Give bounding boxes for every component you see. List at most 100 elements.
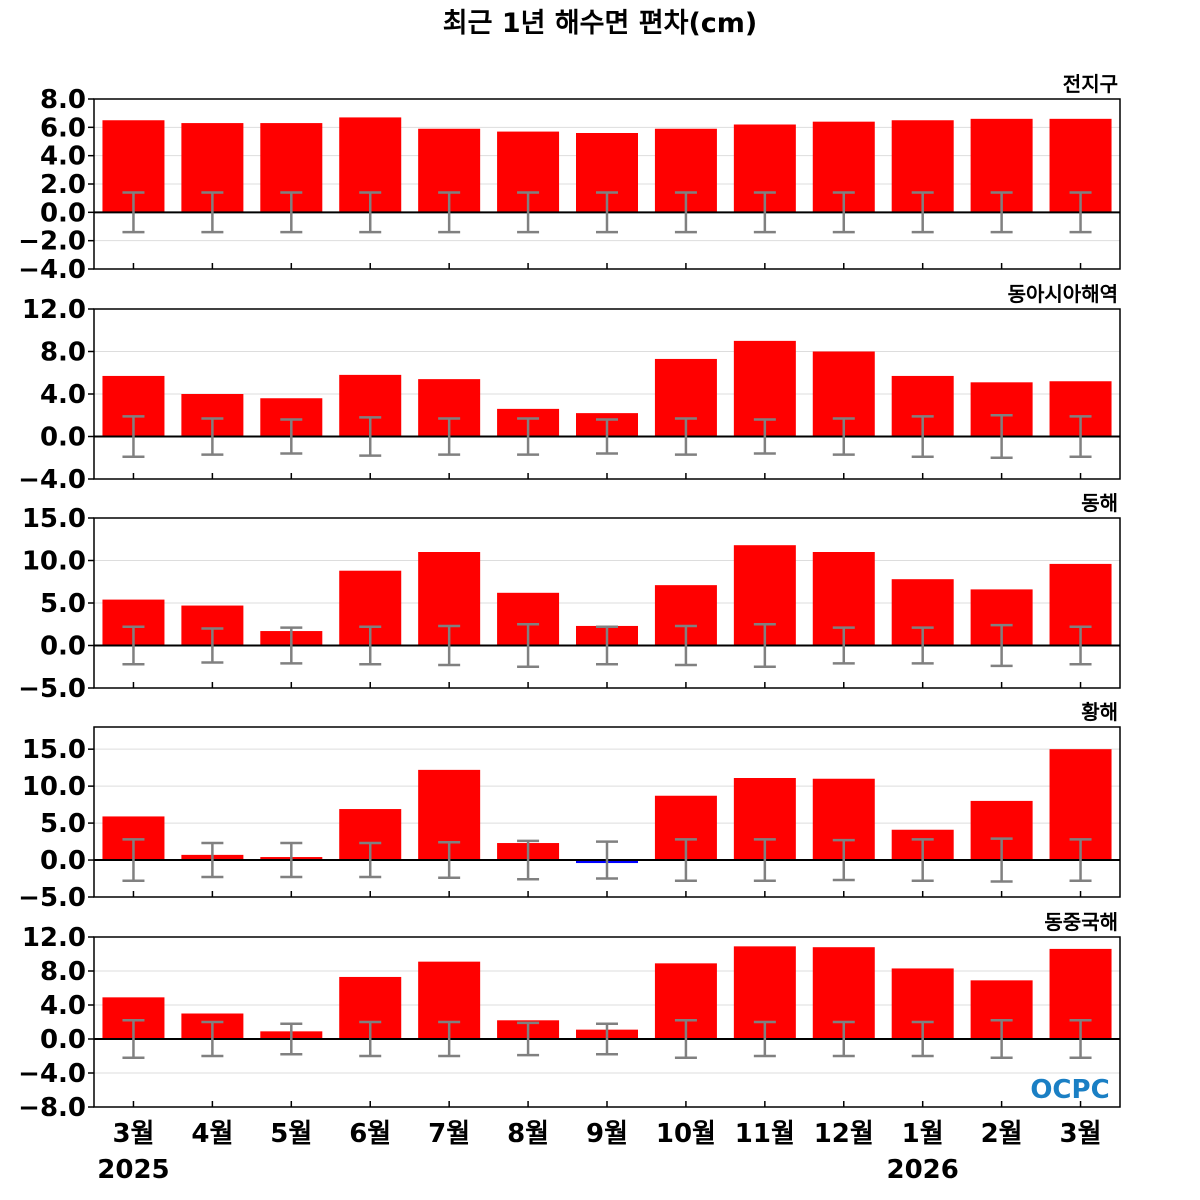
error-bar	[122, 191, 145, 234]
month-axis: 3월 4월 5월 6월 7월 8월 9월 10월 11월 12월 1월 2월 3월 2025 2026	[97, 1119, 1101, 1185]
ytick-label: 0.0	[40, 423, 86, 453]
ytick-label: 8.0	[40, 957, 86, 987]
ytick-label: 0.0	[40, 632, 86, 662]
error-bar	[359, 1020, 382, 1058]
panel-2: 12.0 8.0 4.0 0.0 −4.0 동아시아해역	[18, 282, 1121, 495]
ytick-label: 4.0	[40, 380, 86, 410]
error-bar	[359, 625, 382, 666]
region-label: 황해	[1081, 700, 1118, 724]
error-bar	[911, 191, 934, 234]
error-bar	[438, 624, 461, 667]
panel-1: 8.06.04.02.00.0−2.0−4.0 전지구	[18, 72, 1121, 285]
ocpc-logo: OCPC	[1030, 1075, 1109, 1105]
error-bar	[1069, 838, 1092, 882]
error-bar	[674, 1019, 697, 1059]
error-bar	[990, 414, 1013, 459]
error-bar	[122, 415, 145, 458]
error-bar	[201, 841, 224, 879]
panel-frame	[93, 936, 1121, 1108]
ytick-label: −4.0	[18, 465, 86, 495]
ytick-label: −5.0	[18, 674, 86, 704]
error-bar	[596, 418, 618, 455]
ytick-label: 10.0	[22, 772, 86, 802]
error-bar	[438, 1020, 461, 1058]
error-bar	[359, 416, 382, 457]
error-bar	[832, 191, 855, 234]
month-label: 6월	[349, 1119, 391, 1149]
error-bar	[438, 191, 461, 234]
month-label: 4월	[191, 1119, 233, 1149]
error-bar	[517, 623, 540, 668]
month-label: 8월	[507, 1119, 549, 1149]
ytick-label: 12.0	[22, 923, 86, 953]
error-bar	[753, 838, 776, 882]
ytick-label: 6.0	[40, 113, 86, 143]
error-bar	[201, 417, 224, 456]
error-bar	[753, 1020, 776, 1058]
error-bar	[674, 417, 697, 456]
error-bar	[911, 415, 934, 458]
ytick-label: 8.0	[40, 338, 86, 368]
error-bar	[674, 838, 697, 882]
ytick-label: 8.0	[40, 85, 86, 115]
ytick-label: 5.0	[40, 809, 86, 839]
error-bar	[359, 841, 382, 879]
error-bar	[201, 1020, 224, 1058]
error-bar	[517, 1021, 540, 1057]
error-bar	[596, 625, 618, 666]
ytick-label: 4.0	[40, 142, 86, 172]
month-label: 3월	[1060, 1119, 1102, 1149]
region-label: 전지구	[1063, 72, 1118, 96]
month-label: 7월	[428, 1119, 470, 1149]
error-bar	[832, 626, 855, 665]
error-bar	[596, 1022, 618, 1056]
month-label: 10월	[656, 1119, 716, 1149]
ytick-label: 15.0	[22, 504, 86, 534]
error-bar	[1069, 625, 1092, 666]
error-bar	[990, 623, 1013, 668]
error-bar	[832, 838, 855, 882]
year-label: 2026	[887, 1155, 959, 1185]
error-bar	[596, 191, 618, 234]
error-bar	[753, 623, 776, 668]
error-bar	[911, 838, 934, 882]
panel-3: 15.0 10.0 5.0 0.0 −5.0 동해	[18, 491, 1121, 704]
ytick-label: 0.0	[40, 846, 86, 876]
ytick-label: −8.0	[18, 1093, 86, 1123]
error-bar	[122, 838, 145, 882]
month-label: 2월	[981, 1119, 1023, 1149]
error-bar	[122, 1019, 145, 1059]
error-bar	[280, 418, 303, 455]
error-bar	[990, 191, 1013, 234]
panel-4: 15.0 10.0 5.0 0.0 −5.0 황해	[18, 700, 1121, 913]
error-bar	[280, 841, 303, 879]
error-bar	[517, 191, 540, 234]
error-bar	[990, 837, 1013, 883]
panels: 8.06.04.02.00.0−2.0−4.0전지구12.08.04.00.0−…	[18, 72, 1121, 1123]
error-bar	[1069, 1019, 1092, 1059]
month-label: 9월	[586, 1119, 628, 1149]
error-bar	[990, 1019, 1013, 1059]
ytick-label: −4.0	[18, 255, 86, 285]
error-bar	[122, 625, 145, 666]
error-bar	[201, 191, 224, 234]
error-bar	[832, 417, 855, 456]
ytick-label: 0.0	[40, 198, 86, 228]
month-label: 12월	[814, 1119, 874, 1149]
region-label: 동해	[1081, 491, 1118, 515]
error-bar	[517, 839, 540, 881]
region-label: 동중국해	[1044, 910, 1118, 934]
error-bar	[438, 841, 461, 880]
ytick-label: −4.0	[18, 1059, 86, 1089]
error-bar	[280, 1022, 303, 1056]
ytick-label: 15.0	[22, 735, 86, 765]
error-bar	[911, 626, 934, 665]
error-bar	[438, 417, 461, 456]
error-bar	[280, 191, 303, 234]
region-label: 동아시아해역	[1008, 282, 1118, 306]
month-label: 1월	[902, 1119, 944, 1149]
ytick-label: 10.0	[22, 547, 86, 577]
ytick-label: 4.0	[40, 991, 86, 1021]
ytick-label: 5.0	[40, 589, 86, 619]
